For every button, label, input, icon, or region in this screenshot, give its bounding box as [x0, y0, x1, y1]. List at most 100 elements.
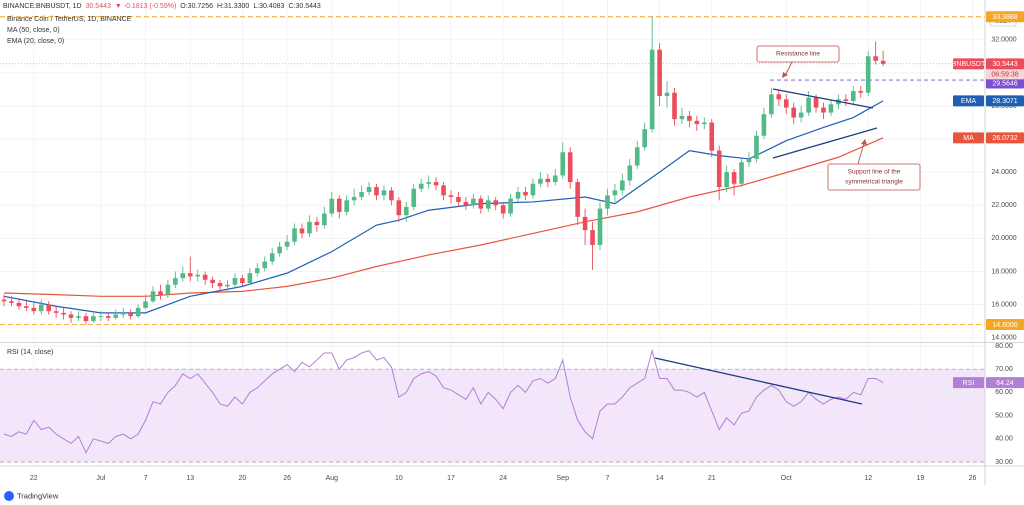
candle-body	[158, 291, 163, 295]
candle-body	[590, 230, 595, 245]
candle-body	[46, 304, 51, 312]
candle-body	[381, 190, 387, 196]
annotation-box	[756, 45, 840, 63]
candle-body	[806, 97, 811, 113]
x-tick-label: 26	[969, 475, 977, 482]
candle-body	[463, 201, 469, 206]
candle-body	[865, 56, 871, 93]
candle-body	[746, 158, 752, 163]
candle-body	[247, 273, 253, 284]
candle-body	[217, 283, 223, 287]
arrow-head	[782, 72, 788, 78]
annotation-text: Resistance line	[776, 51, 820, 58]
candle-body	[769, 94, 774, 115]
candle-body	[143, 301, 148, 308]
axis-layer: USDT 22Jul7132026Aug101724Sep71421Oct121…	[0, 0, 1024, 485]
candle-body	[597, 208, 603, 245]
candle-body	[210, 279, 215, 284]
footer: TradingView	[17, 491, 59, 500]
candle-body	[798, 112, 804, 118]
y-tick-label: 14.0000	[991, 335, 1016, 342]
price-tag-label: 33.3888	[992, 14, 1017, 21]
price-tag	[986, 58, 1024, 70]
candle-body	[649, 49, 655, 130]
candle-body	[195, 274, 200, 277]
tag-name: EMA	[961, 98, 977, 105]
x-tick-label: 12	[864, 475, 872, 482]
candle-body	[754, 135, 759, 159]
candle-body	[269, 253, 275, 262]
candle-body	[98, 316, 104, 317]
candle-body	[821, 107, 826, 113]
candle-body	[31, 307, 37, 312]
candle-body	[515, 192, 521, 199]
candle-body	[150, 291, 156, 302]
arrow-head	[861, 139, 867, 145]
candle-body	[627, 165, 633, 181]
y-tick-label: 60.00	[995, 389, 1013, 396]
candle-body	[441, 185, 446, 196]
y-tick-label: 16.0000	[991, 301, 1016, 308]
symbol: BINANCE:BNBUSDT, 1D	[3, 3, 82, 10]
candle-body	[187, 273, 193, 277]
logo	[4, 491, 14, 501]
candle-body	[694, 120, 700, 125]
candle-body	[336, 198, 342, 212]
y-tick-label: 22.0000	[991, 202, 1016, 209]
countdown: 06:59:38	[991, 71, 1018, 78]
candle-body	[560, 152, 566, 176]
candle-body	[776, 94, 782, 100]
resistance-trendline	[772, 88, 874, 109]
candle-body	[687, 115, 692, 121]
candle-body	[523, 192, 528, 196]
candle-body	[128, 312, 133, 317]
candle-body	[553, 175, 558, 183]
x-tick-label: 21	[708, 475, 716, 482]
candle-body	[858, 91, 864, 93]
candle-body	[642, 129, 647, 148]
candle-body	[433, 182, 439, 186]
candle-body	[783, 99, 789, 108]
candle-body	[620, 180, 625, 191]
x-tick-label: Jul	[96, 475, 105, 482]
y-tick-label: 18.0000	[991, 268, 1016, 275]
price-tag-label: 28.3071	[992, 98, 1017, 105]
rsi-line	[3, 348, 884, 454]
tag-name-box	[953, 58, 984, 70]
candle-body	[38, 304, 44, 312]
candle-body	[493, 200, 498, 206]
candle-body	[24, 306, 29, 308]
candle-body	[739, 162, 744, 184]
tag-name: BNBUSDT	[952, 61, 986, 68]
candle-body	[582, 216, 588, 231]
footer-logo: TradingView	[4, 491, 59, 501]
candle-body	[731, 172, 737, 184]
candle-body	[418, 183, 424, 189]
legend-entry: MA (50, close, 0)	[7, 27, 60, 34]
y-tick-label: 24.0000	[991, 169, 1016, 176]
candle-body	[83, 316, 89, 322]
tag-name: MA	[963, 135, 974, 142]
candle-body	[374, 187, 379, 196]
rsi-title: RSI (14, close)	[7, 349, 53, 356]
x-tick-label: 24	[499, 475, 507, 482]
x-tick-label: 19	[916, 475, 924, 482]
grid-layer	[0, 0, 985, 465]
candle-body	[575, 182, 580, 217]
candle-body	[76, 316, 81, 318]
change: ▼ -0.1813 (-0.59%)	[115, 3, 176, 10]
candle-body	[173, 278, 178, 285]
candle-body	[567, 152, 573, 183]
annotation-text: Support line of the	[848, 169, 901, 176]
candle-body	[113, 314, 119, 318]
candle-body	[843, 99, 849, 101]
legend-entry: EMA (20, close, 0)	[7, 38, 64, 45]
candle-body	[724, 172, 729, 188]
candle-body	[471, 198, 476, 206]
candle-body	[232, 278, 238, 285]
candle-body	[791, 107, 796, 118]
candle-body	[299, 228, 305, 234]
candle-body	[545, 178, 551, 183]
